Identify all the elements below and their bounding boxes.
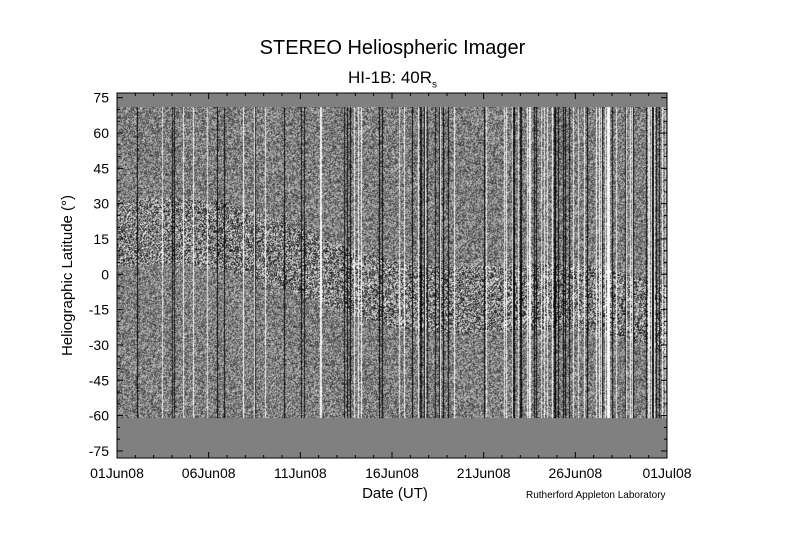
y-tick-label: -15 <box>89 302 109 318</box>
chart-title: STEREO Heliospheric Imager <box>259 37 526 59</box>
subtitle-subscript: s <box>432 79 438 91</box>
chart-subtitle: HI-1B: 40Rs <box>0 68 785 90</box>
data-coverage-band <box>117 107 667 419</box>
y-tick-label: 15 <box>93 231 109 247</box>
y-tick-label: -30 <box>89 337 109 353</box>
x-tick-label: 01Jun08 <box>90 465 144 481</box>
credit-text: Rutherford Appleton Laboratory <box>526 490 666 501</box>
subtitle-text: HI-1B: 40R <box>347 68 433 87</box>
y-tick-label: 30 <box>93 196 109 212</box>
x-tick-label: 21Jun08 <box>457 465 511 481</box>
axes: 75 60 45 30 15 0 -15 -30 -45 -60 -75 01Jun08 06Jun08… <box>59 90 692 481</box>
y-tick-label: 60 <box>93 125 109 141</box>
y-tick-label: -45 <box>89 372 109 388</box>
y-tick-label: -60 <box>89 408 109 424</box>
x-tick-label: 11Jun08 <box>274 465 327 481</box>
y-tick-label: -75 <box>89 443 109 459</box>
heatmap-area <box>117 93 667 458</box>
x-tick-label: 26Jun08 <box>548 465 602 481</box>
y-tick-label: 0 <box>101 266 109 282</box>
x-tick-label: 06Jun08 <box>182 465 236 481</box>
x-tick-label: 01Jul08 <box>642 465 691 481</box>
y-axis-label: Heliographic Latitude (°) <box>59 195 76 356</box>
y-tick-label: 45 <box>93 160 109 176</box>
x-axis-label: Date (UT) <box>362 485 428 502</box>
x-tick-label: 16Jun08 <box>365 465 419 481</box>
y-tick-label: 75 <box>93 90 109 106</box>
